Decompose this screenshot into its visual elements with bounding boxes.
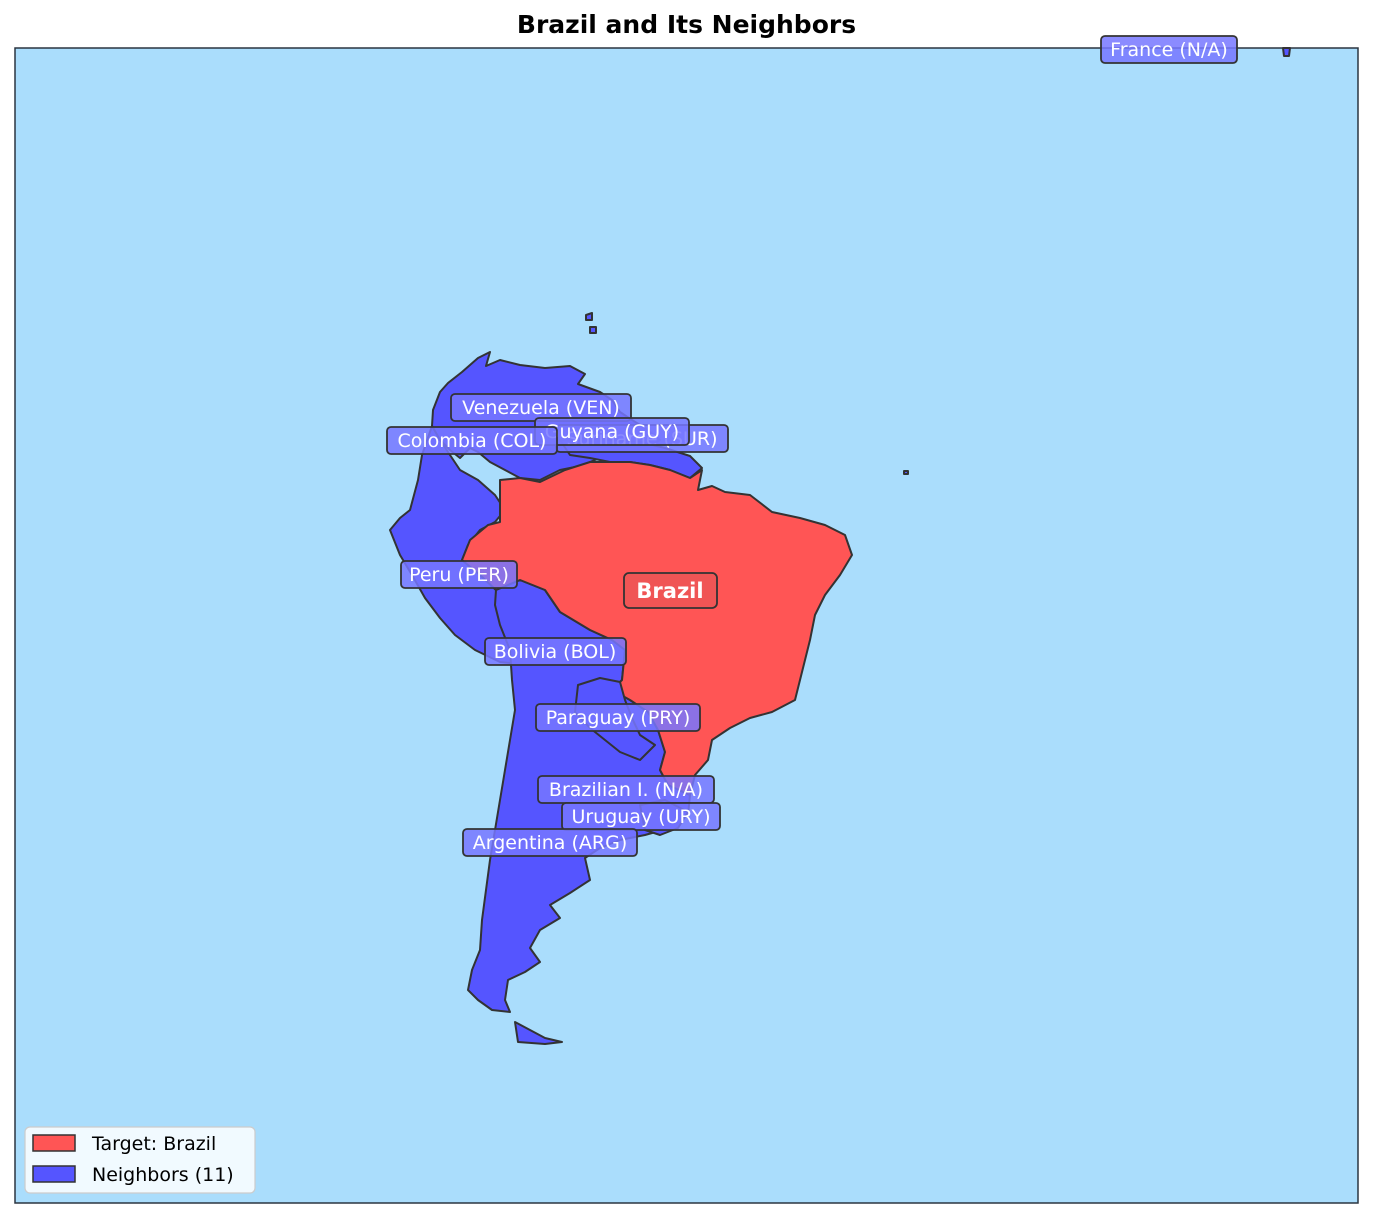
label-brazilian-island-text: Brazilian I. (N/A)	[549, 779, 703, 801]
label-bolivia: Bolivia (BOL)	[484, 637, 627, 666]
legend-swatch-neighbors	[32, 1165, 76, 1183]
map-title: Brazil and Its Neighbors	[516, 10, 857, 39]
region-island-caribbean-2	[589, 326, 597, 334]
label-peru-text: Peru (PER)	[409, 564, 509, 586]
label-argentina-text: Argentina (ARG)	[473, 832, 627, 854]
label-venezuela-text: Venezuela (VEN)	[462, 397, 620, 419]
legend-item-neighbors: Neighbors (11)	[32, 1164, 234, 1186]
region-tierra-del-fuego[interactable]	[514, 1021, 563, 1045]
label-uruguay-text: Uruguay (URY)	[571, 806, 710, 828]
label-brazil: Brazil	[623, 572, 718, 609]
label-france-text: France (N/A)	[1110, 39, 1228, 61]
label-colombia-text: Colombia (COL)	[398, 430, 547, 452]
label-france: France (N/A)	[1100, 35, 1238, 64]
label-guyana-text: Guyana (GUY)	[545, 421, 679, 443]
region-island-atlantic	[903, 470, 909, 475]
label-paraguay-text: Paraguay (PRY)	[546, 707, 691, 729]
legend-label-neighbors: Neighbors (11)	[92, 1164, 234, 1186]
region-island-france	[1282, 47, 1291, 57]
region-brazil[interactable]	[461, 461, 853, 796]
label-paraguay: Paraguay (PRY)	[535, 703, 701, 732]
label-bolivia-text: Bolivia (BOL)	[494, 641, 617, 663]
label-brazil-text: Brazil	[636, 579, 703, 603]
label-brazilian-island: Brazilian I. (N/A)	[537, 775, 715, 804]
label-argentina: Argentina (ARG)	[462, 828, 638, 857]
country-labels: Venezuela (VEN) Suriname (SUR) Guyana (G…	[386, 35, 1238, 857]
legend-swatch-target	[32, 1134, 76, 1152]
label-colombia: Colombia (COL)	[386, 426, 558, 455]
label-peru: Peru (PER)	[400, 560, 518, 589]
label-uruguay: Uruguay (URY)	[561, 802, 721, 831]
legend-item-target: Target: Brazil	[32, 1133, 216, 1155]
label-guyana: Guyana (GUY)	[534, 417, 690, 446]
label-venezuela: Venezuela (VEN)	[450, 393, 632, 422]
region-island-caribbean-1	[585, 312, 593, 321]
legend-label-target: Target: Brazil	[91, 1133, 216, 1155]
legend: Target: Brazil Neighbors (11)	[24, 1126, 256, 1194]
